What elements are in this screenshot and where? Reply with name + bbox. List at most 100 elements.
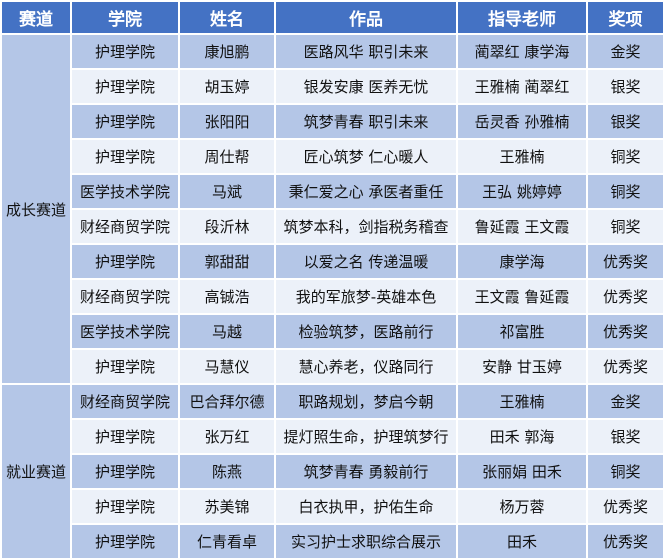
- table-row: 财经商贸学院 高铖浩 我的军旅梦-英雄本色 王文霞 鲁延霞 优秀奖: [1, 278, 663, 315]
- table-row: 护理学院 马慧仪 慧心养老，仪路同行 安静 甘玉婷 优秀奖: [1, 348, 663, 385]
- table-row: 护理学院 陈燕 筑梦青春 勇毅前行 张丽娟 田禾 铜奖: [1, 453, 663, 490]
- award-cell: 铜奖: [586, 138, 663, 175]
- advisor-cell: 张丽娟 田禾: [456, 453, 588, 490]
- table-row: 护理学院 张阳阳 筑梦青春 职引未来 岳灵香 孙雅楠 银奖: [1, 103, 663, 140]
- award-cell: 优秀奖: [586, 488, 663, 525]
- student-name-cell: 苏美锦: [178, 488, 276, 525]
- college-cell: 护理学院: [70, 138, 180, 175]
- college-cell: 护理学院: [70, 488, 180, 525]
- header-row: 赛道 学院 姓名 作品 指导老师 奖项: [0, 0, 663, 35]
- work-title-cell: 实习护士求职综合展示: [274, 523, 458, 560]
- table-row: 护理学院 苏美锦 白衣执甲，护佑生命 杨万蓉 优秀奖: [1, 488, 663, 525]
- header-name: 姓名: [178, 0, 276, 35]
- student-name-cell: 巴合拜尔德: [178, 383, 276, 420]
- table-row: 医学技术学院 马越 检验筑梦，医路前行 祁富胜 优秀奖: [1, 313, 663, 350]
- award-cell: 优秀奖: [586, 523, 663, 560]
- advisor-cell: 安静 甘玉婷: [456, 348, 588, 385]
- table-row: 护理学院 张万红 提灯照生命，护理筑梦行 田禾 郭海 银奖: [1, 418, 663, 455]
- advisor-cell: 王雅楠: [456, 138, 588, 175]
- award-cell: 优秀奖: [586, 348, 663, 385]
- college-cell: 财经商贸学院: [70, 208, 180, 245]
- student-name-cell: 仁青看卓: [178, 523, 276, 560]
- work-title-cell: 提灯照生命，护理筑梦行: [274, 418, 458, 455]
- student-name-cell: 张阳阳: [178, 103, 276, 140]
- award-cell: 银奖: [586, 68, 663, 105]
- college-cell: 财经商贸学院: [70, 383, 180, 420]
- student-name-cell: 马越: [178, 313, 276, 350]
- work-title-cell: 匠心筑梦 仁心暖人: [274, 138, 458, 175]
- college-cell: 医学技术学院: [70, 313, 180, 350]
- advisor-cell: 杨万蓉: [456, 488, 588, 525]
- college-cell: 护理学院: [70, 243, 180, 280]
- work-title-cell: 职路规划，梦启今朝: [274, 383, 458, 420]
- student-name-cell: 张万红: [178, 418, 276, 455]
- track-cell: 就业赛道: [0, 383, 72, 560]
- advisor-cell: 祁富胜: [456, 313, 588, 350]
- student-name-cell: 陈燕: [178, 453, 276, 490]
- work-title-cell: 医路风华 职引未来: [274, 33, 458, 70]
- college-cell: 财经商贸学院: [70, 278, 180, 315]
- header-advisor: 指导老师: [456, 0, 588, 35]
- header-work: 作品: [274, 0, 458, 35]
- award-cell: 金奖: [586, 383, 663, 420]
- college-cell: 护理学院: [70, 33, 180, 70]
- work-title-cell: 筑梦青春 职引未来: [274, 103, 458, 140]
- advisor-cell: 王文霞 鲁延霞: [456, 278, 588, 315]
- work-title-cell: 以爱之名 传递温暖: [274, 243, 458, 280]
- college-cell: 护理学院: [70, 418, 180, 455]
- student-name-cell: 马斌: [178, 173, 276, 210]
- advisor-cell: 岳灵香 孙雅楠: [456, 103, 588, 140]
- header-track: 赛道: [0, 0, 72, 35]
- award-cell: 银奖: [586, 418, 663, 455]
- table-row: 就业赛道 财经商贸学院 巴合拜尔德 职路规划，梦启今朝 王雅楠 金奖: [0, 383, 663, 560]
- award-cell: 铜奖: [586, 173, 663, 210]
- student-name-cell: 高铖浩: [178, 278, 276, 315]
- table-row: 财经商贸学院 段沂林 筑梦本科，剑指税务稽查 鲁延霞 王文霞 铜奖: [1, 208, 663, 245]
- student-name-cell: 康旭鹏: [178, 33, 276, 70]
- student-name-cell: 段沂林: [178, 208, 276, 245]
- advisor-cell: 康学海: [456, 243, 588, 280]
- advisor-cell: 王雅楠 蔺翠红: [456, 68, 588, 105]
- work-title-cell: 秉仁爱之心 承医者重任: [274, 173, 458, 210]
- award-cell: 银奖: [586, 103, 663, 140]
- college-cell: 护理学院: [70, 523, 180, 560]
- college-cell: 医学技术学院: [70, 173, 180, 210]
- table-row: 护理学院 仁青看卓 实习护士求职综合展示 田禾 优秀奖: [1, 523, 663, 560]
- advisor-cell: 王雅楠: [456, 383, 588, 420]
- student-name-cell: 胡玉婷: [178, 68, 276, 105]
- student-name-cell: 周仕帮: [178, 138, 276, 175]
- award-cell: 优秀奖: [586, 243, 663, 280]
- work-title-cell: 银发安康 医养无忧: [274, 68, 458, 105]
- college-cell: 护理学院: [70, 103, 180, 140]
- advisor-cell: 王弘 姚婷婷: [456, 173, 588, 210]
- table-row: 护理学院 周仕帮 匠心筑梦 仁心暖人 王雅楠 铜奖: [1, 138, 663, 175]
- table-row: 护理学院 郭甜甜 以爱之名 传递温暖 康学海 优秀奖: [1, 243, 663, 280]
- work-title-cell: 筑梦本科，剑指税务稽查: [274, 208, 458, 245]
- work-title-cell: 白衣执甲，护佑生命: [274, 488, 458, 525]
- college-cell: 护理学院: [70, 68, 180, 105]
- advisor-cell: 鲁延霞 王文霞: [456, 208, 588, 245]
- college-cell: 护理学院: [70, 348, 180, 385]
- award-cell: 优秀奖: [586, 313, 663, 350]
- track-cell: 成长赛道: [0, 33, 72, 385]
- award-cell: 优秀奖: [586, 278, 663, 315]
- student-name-cell: 郭甜甜: [178, 243, 276, 280]
- award-cell: 铜奖: [586, 453, 663, 490]
- work-title-cell: 筑梦青春 勇毅前行: [274, 453, 458, 490]
- student-name-cell: 马慧仪: [178, 348, 276, 385]
- table-row: 护理学院 胡玉婷 银发安康 医养无忧 王雅楠 蔺翠红 银奖: [1, 68, 663, 105]
- advisor-cell: 田禾 郭海: [456, 418, 588, 455]
- work-title-cell: 检验筑梦，医路前行: [274, 313, 458, 350]
- work-title-cell: 我的军旅梦-英雄本色: [274, 278, 458, 315]
- award-cell: 金奖: [586, 33, 663, 70]
- award-cell: 铜奖: [586, 208, 663, 245]
- advisor-cell: 蔺翠红 康学海: [456, 33, 588, 70]
- table-row: 医学技术学院 马斌 秉仁爱之心 承医者重任 王弘 姚婷婷 铜奖: [1, 173, 663, 210]
- work-title-cell: 慧心养老，仪路同行: [274, 348, 458, 385]
- header-college: 学院: [70, 0, 180, 35]
- table-row: 成长赛道 护理学院 康旭鹏 医路风华 职引未来 蔺翠红 康学海 金奖: [0, 33, 663, 385]
- advisor-cell: 田禾: [456, 523, 588, 560]
- header-award: 奖项: [586, 0, 663, 35]
- college-cell: 护理学院: [70, 453, 180, 490]
